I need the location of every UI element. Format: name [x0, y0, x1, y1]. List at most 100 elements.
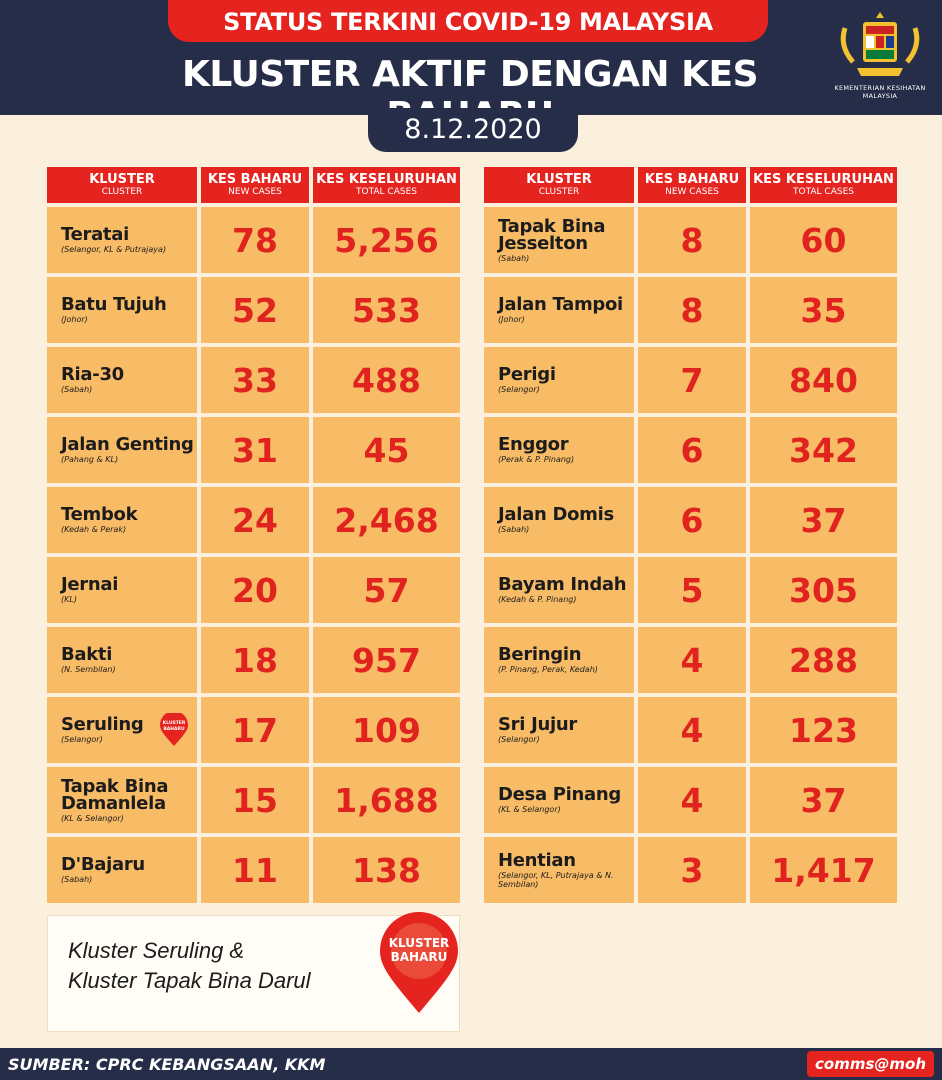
table-row: Batu Tujuh (Johor) 52 533: [47, 277, 460, 343]
cluster-name: Desa Pinang: [498, 784, 621, 805]
total-cases: 2,468: [313, 487, 460, 553]
new-cluster-note: Kluster Seruling & Kluster Tapak Bina Da…: [47, 912, 460, 1032]
table-row: Desa Pinang (KL & Selangor) 4 37: [484, 767, 897, 833]
cluster-location: (Johor): [498, 315, 525, 324]
cluster-name: Beringin: [498, 644, 582, 665]
cluster-table-right: KLUSTER CLUSTER KES BAHARU NEW CASES KES K…: [484, 167, 897, 907]
cluster-location: (KL & Selangor): [498, 805, 561, 814]
cluster-name: Enggor: [498, 434, 569, 455]
new-cluster-badge-label: KLUSTER BAHARU: [388, 936, 450, 964]
cluster-location: (N. Sembilan): [61, 665, 116, 674]
table-row: Hentian (Selangor, KL, Putrajaya & N. Sem…: [484, 837, 897, 903]
cluster-name: Tembok: [61, 504, 138, 525]
cluster-name: Tapak Bina Jesselton: [498, 215, 606, 254]
header-cluster: KLUSTER CLUSTER: [484, 167, 634, 203]
source-credit: SUMBER: CPRC KEBANGSAAN, KKM: [8, 1055, 326, 1074]
table-row: Enggor (Perak & P. Pinang) 6 342: [484, 417, 897, 483]
new-cases: 15: [201, 767, 309, 833]
table-row: Perigi (Selangor) 7 840: [484, 347, 897, 413]
total-cases: 305: [750, 557, 897, 623]
total-cases: 342: [750, 417, 897, 483]
total-cases: 1,417: [750, 837, 897, 903]
new-cases: 4: [638, 767, 746, 833]
new-cases: 33: [201, 347, 309, 413]
cluster-location: (Sabah): [498, 253, 530, 263]
new-cases: 78: [201, 207, 309, 273]
cluster-name: Jalan Tampoi: [498, 294, 623, 315]
cluster-name: Teratai: [61, 224, 129, 245]
new-cases: 52: [201, 277, 309, 343]
header-cluster: KLUSTER CLUSTER: [47, 167, 197, 203]
brand-badge: comms@moh: [807, 1051, 934, 1077]
cluster-name: Jalan Genting: [61, 434, 194, 455]
cluster-name: Bakti: [61, 644, 113, 665]
total-cases: 35: [750, 277, 897, 343]
cluster-location: (Selangor, KL & Putrajaya): [61, 245, 167, 254]
header-bar: STATUS TERKINI COVID-19 MALAYSIA KLUSTER…: [0, 0, 942, 136]
total-cases: 957: [313, 627, 460, 693]
svg-text:BAHARU: BAHARU: [163, 726, 185, 732]
cluster-location: (Selangor): [498, 735, 540, 744]
new-cases: 6: [638, 417, 746, 483]
cluster-location: (Selangor, KL, Putrajaya & N. Sembilan): [498, 870, 614, 889]
coat-of-arms-icon: [840, 12, 920, 76]
cluster-name: Ria-30: [61, 364, 124, 385]
cluster-name: Batu Tujuh: [61, 294, 167, 315]
new-cluster-pin-icon: KLUSTER BAHARU: [160, 713, 188, 746]
table-header: KLUSTER CLUSTER KES BAHARU NEW CASES KES K…: [47, 167, 460, 203]
new-cases: 4: [638, 697, 746, 763]
svg-text:KLUSTER: KLUSTER: [163, 720, 186, 726]
cluster-location: (Selangor): [61, 735, 103, 744]
note-line-1: Kluster Seruling &: [68, 938, 245, 963]
table-row: Sri Jujur (Selangor) 4 123: [484, 697, 897, 763]
cluster-location: (Sabah): [61, 875, 93, 884]
cluster-name: Perigi: [498, 364, 556, 385]
new-cases: 11: [201, 837, 309, 903]
table-row: Ria-30 (Sabah) 33 488: [47, 347, 460, 413]
total-cases: 1,688: [313, 767, 460, 833]
new-cases: 3: [638, 837, 746, 903]
table-row: Jalan Tampoi (Johor) 8 35: [484, 277, 897, 343]
cluster-name: Jalan Domis: [498, 504, 614, 525]
cluster-table-left: KLUSTER CLUSTER KES BAHARU NEW CASES KES K…: [47, 167, 460, 907]
new-cases: 6: [638, 487, 746, 553]
total-cases: 138: [313, 837, 460, 903]
new-cases: 5: [638, 557, 746, 623]
total-cases: 109: [313, 697, 460, 763]
new-cluster-badge-icon: [380, 912, 458, 1013]
status-title: STATUS TERKINI COVID-19 MALAYSIA: [168, 0, 768, 42]
cluster-name: Bayam Indah: [498, 574, 627, 595]
total-cases: 57: [313, 557, 460, 623]
header-new-cases: KES BAHARU NEW CASES: [638, 167, 746, 203]
total-cases: 60: [750, 207, 897, 273]
table-row: Tapak Bina Damanlela (KL & Selangor) 15 1…: [47, 767, 460, 833]
total-cases: 488: [313, 347, 460, 413]
cluster-location: (P. Pinang, Perak, Kedah): [498, 665, 598, 674]
table-row: Beringin (P. Pinang, Perak, Kedah) 4 288: [484, 627, 897, 693]
table-row: Bayam Indah (Kedah & P. Pinang) 5 305: [484, 557, 897, 623]
cluster-location: (Johor): [61, 315, 88, 324]
new-cases: 4: [638, 627, 746, 693]
new-cases: 8: [638, 207, 746, 273]
header-total-cases: KES KESELURUHAN TOTAL CASES: [750, 167, 897, 203]
header-new-cases: KES BAHARU NEW CASES: [201, 167, 309, 203]
table-header: KLUSTER CLUSTER KES BAHARU NEW CASES KES K…: [484, 167, 897, 203]
new-cases: 17: [201, 697, 309, 763]
table-row: Teratai (Selangor, KL & Putrajaya) 78 5,2…: [47, 207, 460, 273]
new-cases: 8: [638, 277, 746, 343]
cluster-location: (Kedah & Perak): [61, 525, 127, 534]
report-date: 8.12.2020: [368, 108, 578, 152]
table-row: Tapak Bina Jesselton (Sabah) 8 60: [484, 207, 897, 273]
cluster-location: (Sabah): [61, 385, 93, 394]
total-cases: 288: [750, 627, 897, 693]
cluster-name: Hentian: [498, 849, 576, 871]
new-cases: 18: [201, 627, 309, 693]
cluster-location: (KL): [61, 595, 77, 604]
new-cases: 31: [201, 417, 309, 483]
cluster-name: Seruling: [61, 714, 144, 735]
total-cases: 37: [750, 487, 897, 553]
total-cases: 37: [750, 767, 897, 833]
table-row: Bakti (N. Sembilan) 18 957: [47, 627, 460, 693]
table-row: Jalan Genting (Pahang & KL) 31 45: [47, 417, 460, 483]
note-line-2: Kluster Tapak Bina Darul: [68, 968, 311, 993]
